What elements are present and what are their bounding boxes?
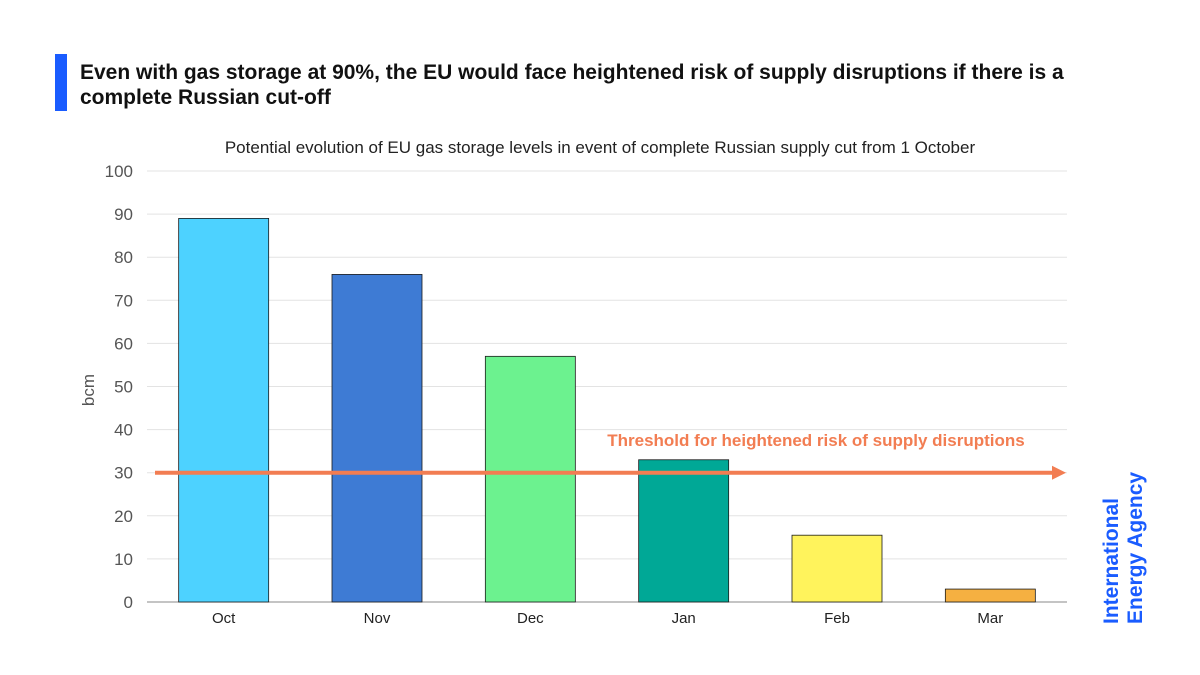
y-tick-label: 30 bbox=[114, 464, 133, 483]
y-axis-title: bcm bbox=[79, 374, 98, 406]
y-tick-label: 40 bbox=[114, 421, 133, 440]
x-tick-label: Feb bbox=[824, 610, 850, 627]
y-tick-label: 80 bbox=[114, 248, 133, 267]
y-tick-label: 10 bbox=[114, 550, 133, 569]
x-tick-label: Dec bbox=[517, 610, 544, 627]
y-tick-label: 100 bbox=[105, 162, 133, 181]
x-tick-label: Oct bbox=[212, 610, 236, 627]
x-tick-label: Jan bbox=[672, 610, 696, 627]
threshold-label: Threshold for heightened risk of supply … bbox=[607, 431, 1024, 450]
bar-feb bbox=[791, 534, 883, 603]
iea-logo: International Energy Agency bbox=[1100, 462, 1153, 624]
logo-line-2: Energy Agency bbox=[1124, 471, 1147, 624]
bar-oct bbox=[178, 218, 270, 603]
x-tick-label: Mar bbox=[977, 610, 1003, 627]
x-tick-label: Nov bbox=[364, 610, 391, 627]
logo-line-1: International bbox=[1100, 497, 1123, 624]
bar-jan bbox=[638, 459, 730, 603]
bar-dec bbox=[484, 355, 576, 603]
y-tick-label: 90 bbox=[114, 205, 133, 224]
y-tick-label: 60 bbox=[114, 334, 133, 353]
y-tick-label: 50 bbox=[114, 378, 133, 397]
chart-title: Potential evolution of EU gas storage le… bbox=[225, 138, 976, 157]
y-tick-label: 0 bbox=[124, 593, 133, 612]
bar-nov bbox=[331, 274, 423, 603]
bar-mar bbox=[944, 588, 1036, 603]
threshold-arrowhead bbox=[1052, 465, 1066, 480]
y-tick-label: 20 bbox=[114, 507, 133, 526]
headline: Even with gas storage at 90%, the EU wou… bbox=[80, 61, 1064, 109]
y-tick-label: 70 bbox=[114, 291, 133, 310]
headline-accent-bar bbox=[55, 54, 67, 111]
